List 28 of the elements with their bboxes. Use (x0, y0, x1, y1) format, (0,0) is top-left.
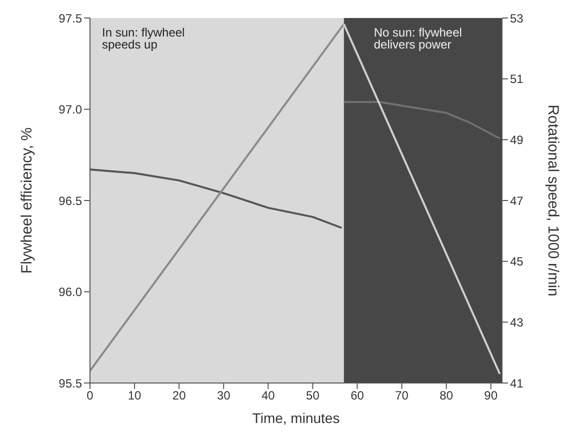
x-tick-label: 10 (128, 388, 142, 403)
x-tick-label: 90 (484, 388, 498, 403)
x-tick-label: 80 (440, 388, 454, 403)
y-tick-label: 95.5 (58, 376, 82, 390)
line-series (342, 100, 501, 140)
band-label: No sun: flywheel delivers power (374, 26, 462, 52)
y2-tick-label: 47 (510, 194, 524, 208)
y-tick-label: 97.5 (58, 11, 82, 26)
y2-tick-label: 43 (510, 315, 524, 330)
x-tick-label: 20 (172, 388, 186, 403)
y2-axis-title: Rotational speed, 1000 r/min (544, 104, 562, 296)
x-axis-title: Time, minutes (252, 410, 340, 426)
y-tick-label: 96.0 (58, 285, 82, 300)
x-tick-label: 60 (350, 388, 364, 403)
y2-tick-label: 53 (510, 11, 524, 26)
x-tick-label: 40 (261, 388, 276, 403)
x-tick-label: 0 (86, 388, 94, 403)
band-label: In sun: flywheel speeds up (102, 26, 185, 52)
y2-tick-label: 49 (510, 132, 524, 147)
y-tick-label: 97.0 (58, 102, 82, 117)
x-tick-label: 50 (306, 388, 320, 403)
x-tick-label: 30 (216, 388, 231, 403)
y-axis-title: Flywheel efficiency, % (18, 127, 36, 274)
x-tick-label: 70 (395, 388, 409, 403)
y2-tick-label: 51 (510, 72, 524, 86)
y-tick-label: 96.5 (58, 194, 82, 208)
y2-tick-label: 45 (510, 254, 524, 269)
y2-tick-label: 41 (510, 376, 524, 390)
